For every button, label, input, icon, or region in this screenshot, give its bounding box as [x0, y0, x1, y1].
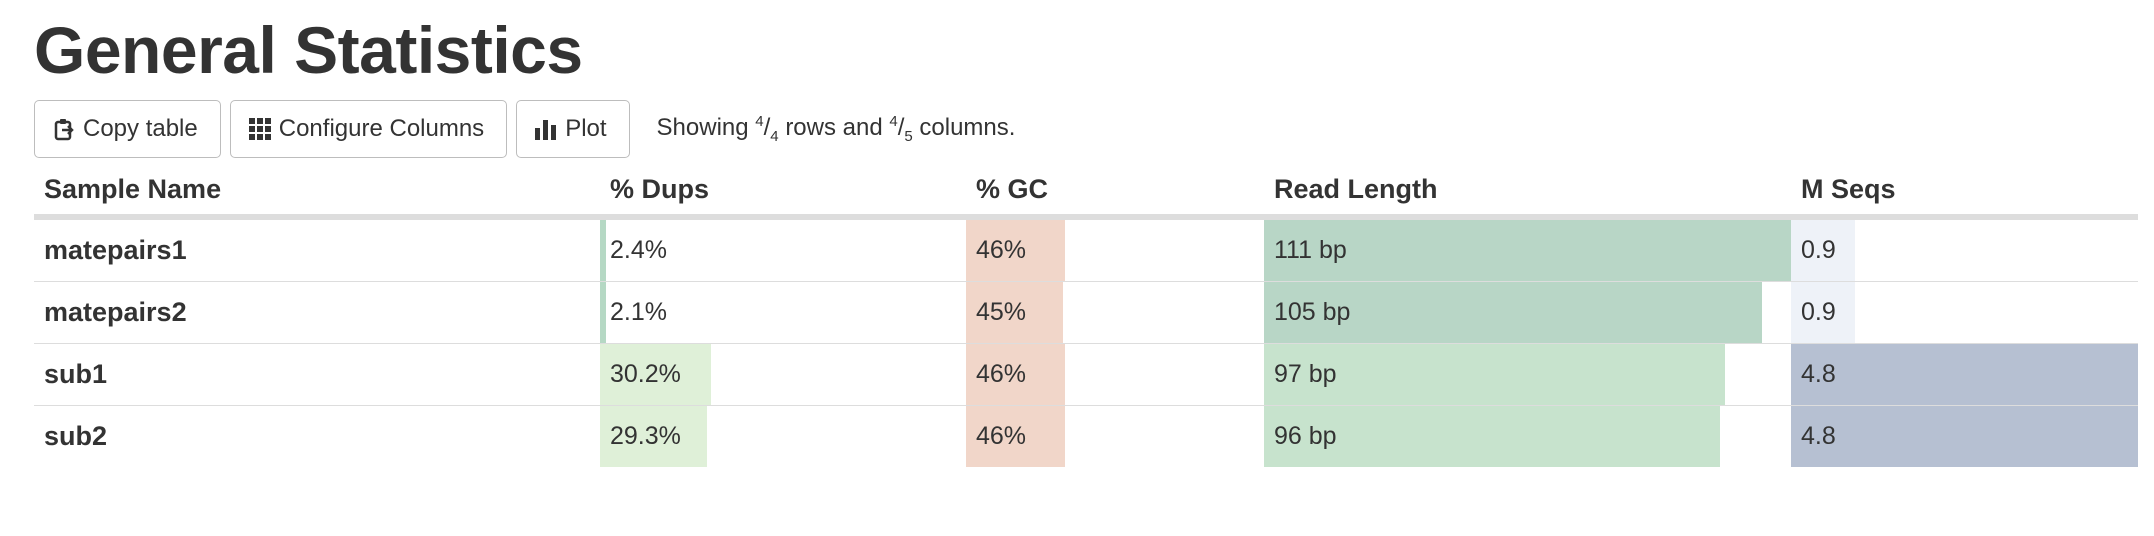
m-seqs-cell: 4.8	[1791, 406, 2138, 467]
dups-cell: 29.3%	[600, 406, 966, 467]
sample-name-cell: matepairs2	[34, 281, 600, 344]
dups-value: 2.4%	[610, 236, 667, 264]
header-read-length[interactable]: Read Length	[1264, 164, 1791, 220]
gc-value: 45%	[976, 298, 1027, 326]
configure-columns-button[interactable]: Configure Columns	[229, 100, 508, 158]
table-row: matepairs2 2.1% 45% 105 bp 0.9	[34, 281, 2138, 344]
dups-cell: 2.1%	[600, 281, 966, 344]
m-seqs-cell: 0.9	[1791, 217, 2138, 282]
dups-value: 2.1%	[610, 298, 667, 326]
gc-cell: 46%	[966, 406, 1264, 467]
gc-cell: 46%	[966, 343, 1264, 406]
grid-icon	[248, 118, 271, 140]
table-toolbar: Copy table Configure Columns Plot	[34, 100, 1015, 158]
m-seqs-bar	[1791, 406, 2138, 467]
table-row: sub2 29.3% 46% 96 bp 4.8	[34, 406, 2138, 467]
header-m-seqs[interactable]: M Seqs	[1791, 164, 2138, 220]
m-seqs-value: 4.8	[1801, 422, 1836, 450]
m-seqs-value: 0.9	[1801, 236, 1836, 264]
read-length-bar	[1264, 282, 1763, 343]
gc-value: 46%	[976, 360, 1027, 388]
read-length-cell: 97 bp	[1264, 343, 1791, 406]
dups-cell: 30.2%	[600, 343, 966, 406]
sample-name-cell: matepairs1	[34, 217, 600, 282]
dups-bar	[600, 282, 606, 343]
read-length-bar	[1264, 344, 1725, 405]
gc-bar	[966, 406, 1066, 467]
gc-cell: 46%	[966, 217, 1264, 282]
table-row: sub1 30.2% 46% 97 bp 4.8	[34, 343, 2138, 406]
sample-name-cell: sub2	[44, 421, 108, 451]
m-seqs-value: 4.8	[1801, 360, 1836, 388]
copy-table-button[interactable]: Copy table	[34, 100, 221, 158]
table-row: matepairs1 2.4% 46% 111 bp 0.9	[34, 217, 2138, 282]
read-length-cell: 96 bp	[1264, 406, 1791, 467]
m-seqs-bar	[1791, 220, 1855, 281]
dups-value: 29.3%	[610, 422, 681, 450]
general-stats-table: Sample Name % Dups % GC Read Length M Se…	[34, 164, 2138, 467]
gc-value: 46%	[976, 422, 1027, 450]
dups-bar	[600, 406, 708, 467]
plot-button[interactable]: Plot	[516, 100, 630, 158]
gc-cell: 45%	[966, 281, 1264, 344]
sample-name-cell: sub1	[34, 343, 600, 406]
gc-bar	[966, 282, 1064, 343]
m-seqs-bar	[1791, 282, 1855, 343]
dups-bar	[600, 344, 711, 405]
header-sample-name[interactable]: Sample Name	[34, 164, 600, 220]
rows-fraction: 4/4	[755, 113, 779, 145]
copy-table-label: Copy table	[83, 115, 198, 142]
read-length-cell: 105 bp	[1264, 281, 1791, 344]
plot-label: Plot	[565, 115, 607, 142]
header-gc[interactable]: % GC	[966, 164, 1264, 220]
read-length-cell: 111 bp	[1264, 217, 1791, 282]
read-length-value: 105 bp	[1274, 298, 1351, 326]
m-seqs-cell: 0.9	[1791, 281, 2138, 344]
showing-status: Showing 4/4 rows and 4/5 columns.	[656, 113, 1016, 145]
header-dups[interactable]: % Dups	[600, 164, 966, 220]
m-seqs-bar	[1791, 344, 2138, 405]
page-title: General Statistics	[34, 13, 583, 87]
configure-columns-label: Configure Columns	[278, 115, 485, 142]
gc-bar	[966, 220, 1066, 281]
read-length-value: 111 bp	[1274, 236, 1347, 264]
read-length-value: 97 bp	[1274, 360, 1337, 388]
clipboard-icon	[53, 117, 75, 141]
bar-chart-icon	[535, 118, 557, 140]
columns-fraction: 4/5	[889, 113, 913, 145]
table-body: matepairs1 2.4% 46% 111 bp 0.9 matepairs2 2.1%…	[34, 217, 2138, 467]
read-length-bar	[1264, 220, 1791, 281]
dups-value: 30.2%	[610, 360, 681, 388]
m-seqs-value: 0.9	[1801, 298, 1836, 326]
read-length-value: 96 bp	[1274, 422, 1337, 450]
gc-bar	[966, 344, 1066, 405]
m-seqs-cell: 4.8	[1791, 343, 2138, 406]
gc-value: 46%	[976, 236, 1027, 264]
table-header-row: Sample Name % Dups % GC Read Length M Se…	[34, 164, 2138, 220]
dups-cell: 2.4%	[600, 217, 966, 282]
dups-bar	[600, 220, 606, 281]
read-length-bar	[1264, 406, 1720, 467]
